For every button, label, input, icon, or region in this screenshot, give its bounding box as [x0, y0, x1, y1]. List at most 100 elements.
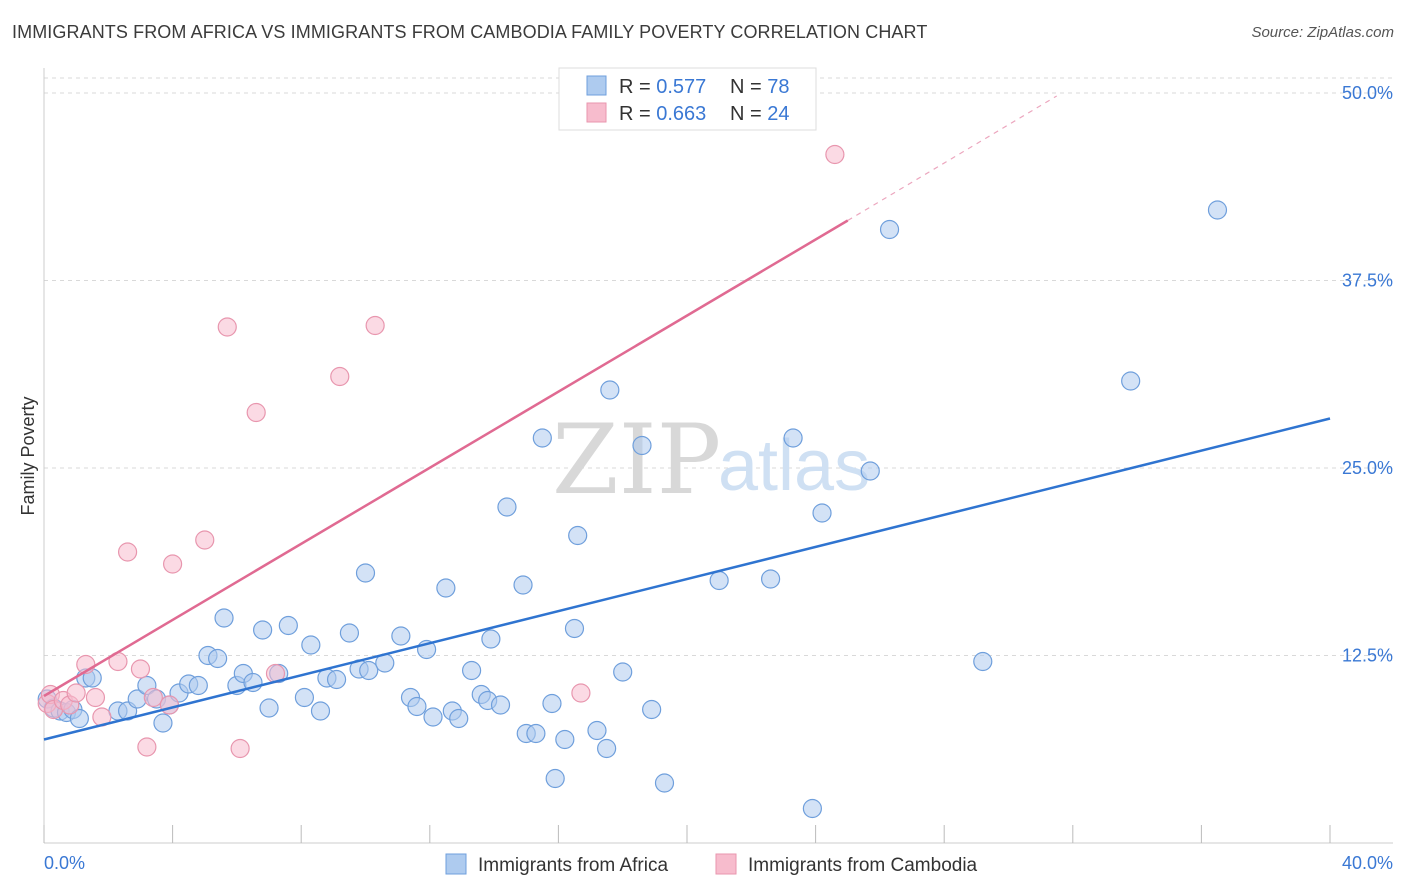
cambodia-point — [217, 317, 237, 337]
africa-point — [153, 713, 173, 733]
africa-point — [326, 669, 347, 690]
bottom-legend-swatch-africa — [445, 853, 467, 875]
y-tick-labels: 12.5% 25.0% 37.5% 50.0% — [1342, 83, 1393, 666]
cambodia-point — [137, 737, 157, 757]
africa-point — [783, 428, 803, 448]
svg-text:R = 0.577: R = 0.577 — [619, 76, 706, 98]
chart-title: IMMIGRANTS FROM AFRICA VS IMMIGRANTS FRO… — [12, 22, 928, 42]
africa-point — [339, 623, 360, 643]
legend-r-value-1: 0.577 — [656, 76, 706, 98]
africa-point — [253, 620, 273, 640]
africa-point — [423, 707, 443, 727]
africa-point — [214, 608, 234, 628]
africa-point — [1207, 200, 1228, 220]
africa-point — [587, 720, 607, 741]
series-cambodia-points — [37, 144, 845, 759]
africa-point — [490, 695, 511, 715]
legend-n-value-2: 24 — [767, 103, 789, 125]
africa-point — [532, 428, 552, 448]
africa-point — [69, 708, 89, 729]
y-tick-label: 50.0% — [1342, 83, 1393, 103]
bottom-legend: Immigrants from Africa Immigrants from C… — [445, 853, 978, 876]
africa-point — [860, 461, 880, 481]
trend-line-cambodia — [43, 219, 849, 698]
y-tick-label: 25.0% — [1342, 458, 1393, 478]
cambodia-point — [365, 315, 385, 336]
africa-point — [294, 687, 315, 708]
africa-point — [709, 570, 729, 591]
svg-text:N = 78: N = 78 — [730, 76, 790, 98]
legend-swatch-africa — [586, 75, 607, 96]
africa-point — [879, 219, 900, 240]
africa-point — [497, 497, 517, 517]
cambodia-point — [85, 687, 106, 708]
africa-point — [278, 615, 298, 636]
africa-point — [632, 435, 652, 456]
cambodia-point — [571, 683, 591, 703]
africa-point — [542, 693, 562, 714]
africa-point — [1121, 371, 1141, 391]
trend-lines — [43, 95, 1331, 741]
y-tick-label: 37.5% — [1342, 271, 1393, 291]
africa-point — [355, 563, 376, 583]
cambodia-point — [330, 366, 350, 387]
legend-swatch-cambodia — [586, 102, 607, 123]
bottom-legend-africa: Immigrants from Africa — [478, 855, 668, 876]
africa-point — [449, 708, 469, 729]
watermark-zip: ZIP — [552, 404, 721, 516]
legend-box: R = 0.577 N = 78 R = 0.663 N = 24 — [558, 67, 817, 131]
grid-lines — [44, 77, 1393, 656]
africa-point — [513, 575, 533, 595]
africa-point — [461, 660, 482, 681]
africa-point — [259, 698, 279, 718]
africa-point — [555, 729, 575, 750]
legend-r-value-2: 0.663 — [656, 103, 706, 125]
cambodia-point — [195, 530, 215, 550]
africa-point — [359, 660, 379, 681]
legend-r-label-2: R = — [619, 103, 656, 125]
africa-point — [436, 578, 456, 598]
legend-n-label-2: N = — [730, 103, 767, 125]
africa-point — [760, 569, 781, 589]
africa-point — [391, 626, 411, 646]
y-axis-label: Family Poverty — [18, 396, 38, 515]
africa-point — [568, 525, 588, 546]
africa-point — [600, 380, 620, 400]
cambodia-point — [246, 402, 266, 423]
axes — [43, 68, 1393, 844]
svg-text:R = 0.663: R = 0.663 — [619, 103, 706, 125]
trend-line-africa — [43, 417, 1331, 741]
africa-point — [208, 648, 228, 669]
africa-point — [481, 629, 501, 649]
cambodia-point — [163, 554, 183, 574]
africa-point — [407, 696, 427, 717]
africa-point — [613, 662, 633, 682]
y-tick-label: 12.5% — [1342, 646, 1393, 666]
cambodia-point — [230, 738, 250, 759]
africa-point — [973, 651, 993, 672]
legend-n-value-1: 78 — [767, 76, 789, 98]
africa-point — [642, 699, 662, 720]
cambodia-point — [825, 144, 845, 165]
africa-point — [812, 503, 832, 523]
africa-point — [526, 723, 546, 744]
africa-point — [564, 618, 585, 639]
cambodia-point — [66, 683, 86, 703]
africa-point — [802, 798, 822, 819]
africa-point — [301, 635, 321, 655]
bottom-legend-swatch-cambodia — [715, 853, 737, 875]
trend-line-cambodia-extension — [847, 95, 1058, 222]
cambodia-point — [143, 687, 163, 708]
legend-n-label-1: N = — [730, 76, 767, 98]
africa-point — [188, 675, 208, 696]
x-tick-min: 0.0% — [44, 853, 85, 873]
source-label: Source: ZipAtlas.com — [1251, 24, 1394, 41]
africa-point — [310, 701, 331, 721]
africa-point — [545, 768, 565, 789]
svg-text:N = 24: N = 24 — [730, 103, 790, 125]
cambodia-point — [130, 659, 151, 679]
bottom-legend-cambodia: Immigrants from Cambodia — [748, 855, 978, 876]
cambodia-point — [159, 695, 179, 715]
x-tick-max: 40.0% — [1342, 853, 1393, 873]
